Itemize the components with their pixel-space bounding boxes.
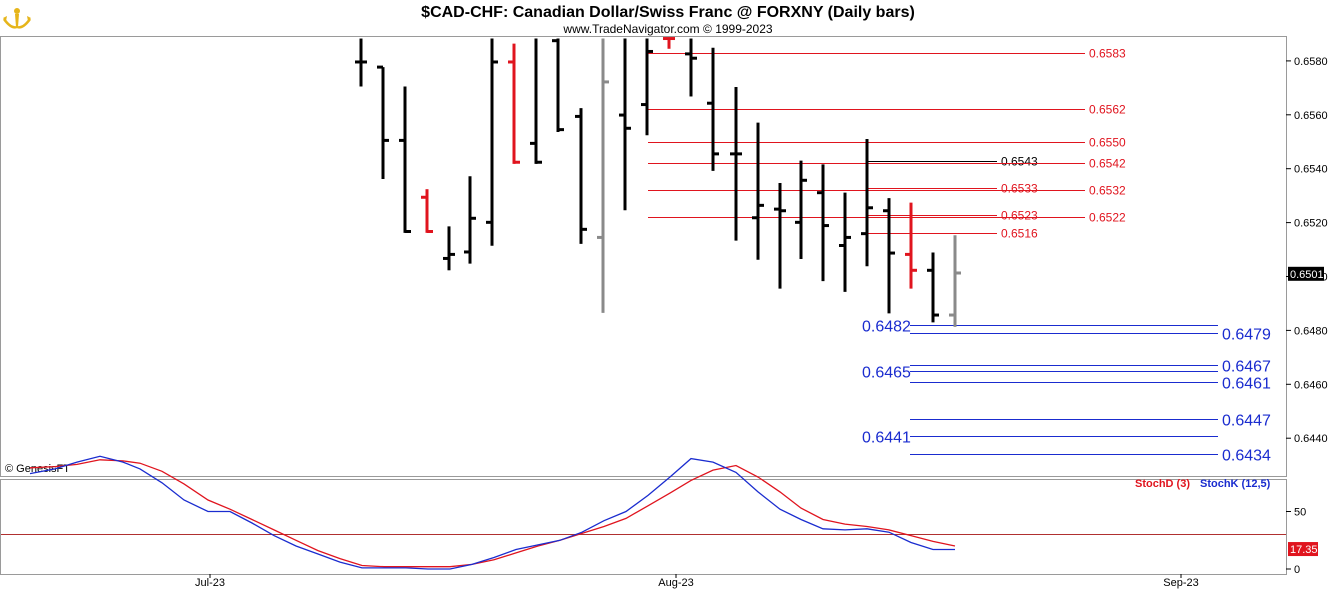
ohlc-bar: [883, 198, 895, 314]
resistance-label: 0.6562: [1089, 103, 1126, 117]
ohlc-bar: [707, 47, 719, 171]
y-tick-label: 0.6580: [1294, 56, 1328, 68]
ohlc-bar: [685, 38, 697, 97]
ohlc-bar: [663, 37, 675, 49]
ohlc-bar: [730, 87, 742, 241]
stoch-y-tick-label: 0: [1294, 564, 1300, 576]
ohlc-bar: [619, 38, 631, 211]
stochk-line: [29, 455, 955, 570]
support-label: 0.6441: [862, 430, 911, 447]
ohlc-bar: [575, 108, 587, 244]
ohlc-bar: [443, 226, 455, 271]
logo-icon: [2, 8, 32, 29]
stoch-readout-box: [1288, 542, 1318, 557]
y-tick-label: 0.6540: [1294, 164, 1328, 176]
main-pane-frame: [0, 36, 1287, 477]
ohlc-bar: [552, 38, 564, 133]
ohlc-bar: [508, 43, 520, 164]
resistance-label: 0.6522: [1089, 211, 1126, 225]
last-price-label: 0.6501: [1290, 269, 1324, 281]
resistance-label: 0.6550: [1089, 136, 1126, 150]
ohlc-bar: [905, 202, 917, 289]
ohlc-bar: [464, 176, 476, 264]
y-tick-label: 0.6560: [1294, 110, 1328, 122]
ohlc-bar: [597, 38, 609, 313]
ohlc-bar: [421, 189, 433, 233]
support-label: 0.6479: [1222, 327, 1271, 344]
x-tick-label: Jul-23: [195, 577, 225, 589]
support-label: 0.6467: [1222, 359, 1271, 376]
support-label: 0.6447: [1222, 413, 1271, 430]
ohlc-bar: [861, 139, 873, 267]
resistance-label: 0.6542: [1089, 157, 1126, 171]
ohlc-bar: [399, 86, 411, 233]
ohlc-bar: [927, 252, 939, 323]
resistance-label: 0.6523: [1001, 209, 1038, 223]
y-tick-label: 0.6440: [1294, 433, 1328, 445]
stoch-pane-frame: [0, 479, 1287, 575]
ohlc-bar: [641, 38, 653, 136]
support-label: 0.6465: [862, 365, 911, 382]
resistance-label: 0.6532: [1089, 184, 1126, 198]
support-label: 0.6461: [1222, 376, 1271, 393]
resistance-label: 0.6583: [1089, 47, 1126, 61]
ohlc-bar: [530, 38, 542, 164]
resistance-label: 0.6533: [1001, 182, 1038, 196]
ohlc-bar: [752, 122, 764, 260]
legend-stochk: StochK (12,5): [1200, 478, 1271, 490]
y-tick-label: 0.6480: [1294, 325, 1328, 337]
support-label: 0.6482: [862, 319, 911, 336]
y-tick-label: 0.6460: [1294, 379, 1328, 391]
y-tick-label: 0.6520: [1294, 218, 1328, 230]
ohlc-bar: [839, 192, 851, 292]
stochd-line: [29, 459, 956, 568]
ohlc-bar: [486, 38, 498, 246]
ohlc-bar: [817, 164, 829, 282]
resistance-label: 0.6516: [1001, 227, 1038, 241]
legend-stochd: StochD (3): [1135, 478, 1190, 490]
stoch-y-tick-label: 50: [1294, 507, 1306, 519]
ohlc-bar: [377, 65, 389, 179]
copyright-label: © GenesisFT: [5, 463, 70, 475]
ohlc-bar: [949, 235, 961, 327]
support-label: 0.6434: [1222, 448, 1271, 465]
chart-subtitle: www.TradeNavigator.com © 1999-2023: [562, 22, 772, 36]
ohlc-bar: [355, 38, 367, 87]
x-tick-label: Sep-23: [1163, 577, 1198, 589]
ohlc-bar: [795, 160, 807, 259]
last-price-box: [1288, 266, 1324, 281]
x-tick-label: Aug-23: [658, 577, 693, 589]
ohlc-bar: [774, 182, 786, 289]
resistance-label: 0.6543: [1001, 155, 1038, 169]
chart-title: $CAD-CHF: Canadian Dollar/Swiss Franc @ …: [421, 4, 915, 21]
stoch-readout-label: 17.35: [1290, 544, 1318, 556]
